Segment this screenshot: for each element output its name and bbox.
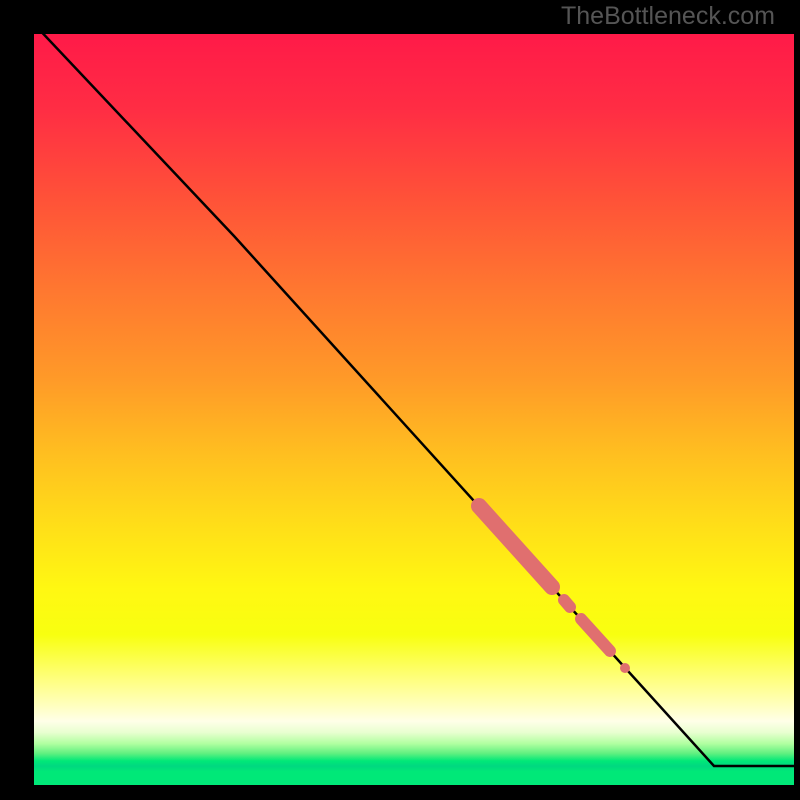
chart-stage: TheBottleneck.com: [0, 0, 800, 800]
watermark-text: TheBottleneck.com: [561, 2, 775, 31]
chart-svg: [0, 0, 800, 800]
marker-dot: [620, 663, 630, 673]
marker-capsule: [564, 600, 570, 607]
